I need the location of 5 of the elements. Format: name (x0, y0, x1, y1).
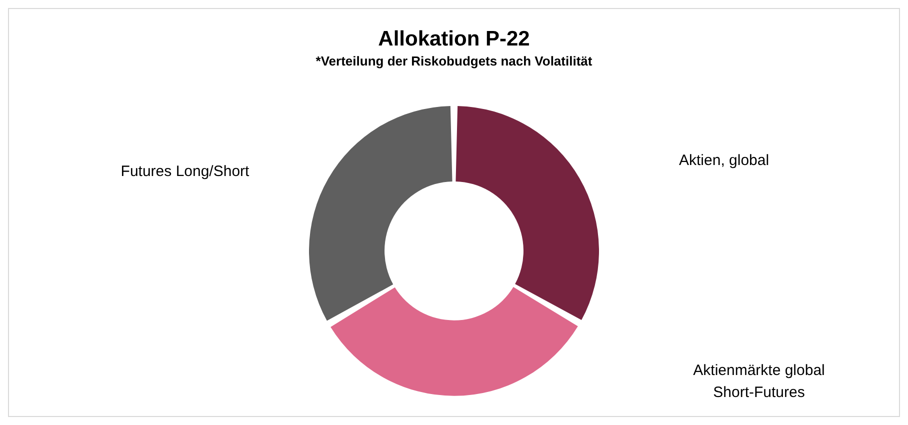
slice-label: Aktienmärkte global Short-Futures (693, 362, 825, 402)
slice-label: Aktien, global (679, 152, 770, 170)
chart-subtitle: *Verteilung der Riskobudgets nach Volatilität (316, 54, 593, 69)
chart-title: Allokation P-22 (378, 27, 530, 50)
slice-label: Futures Long/Short (120, 163, 250, 180)
